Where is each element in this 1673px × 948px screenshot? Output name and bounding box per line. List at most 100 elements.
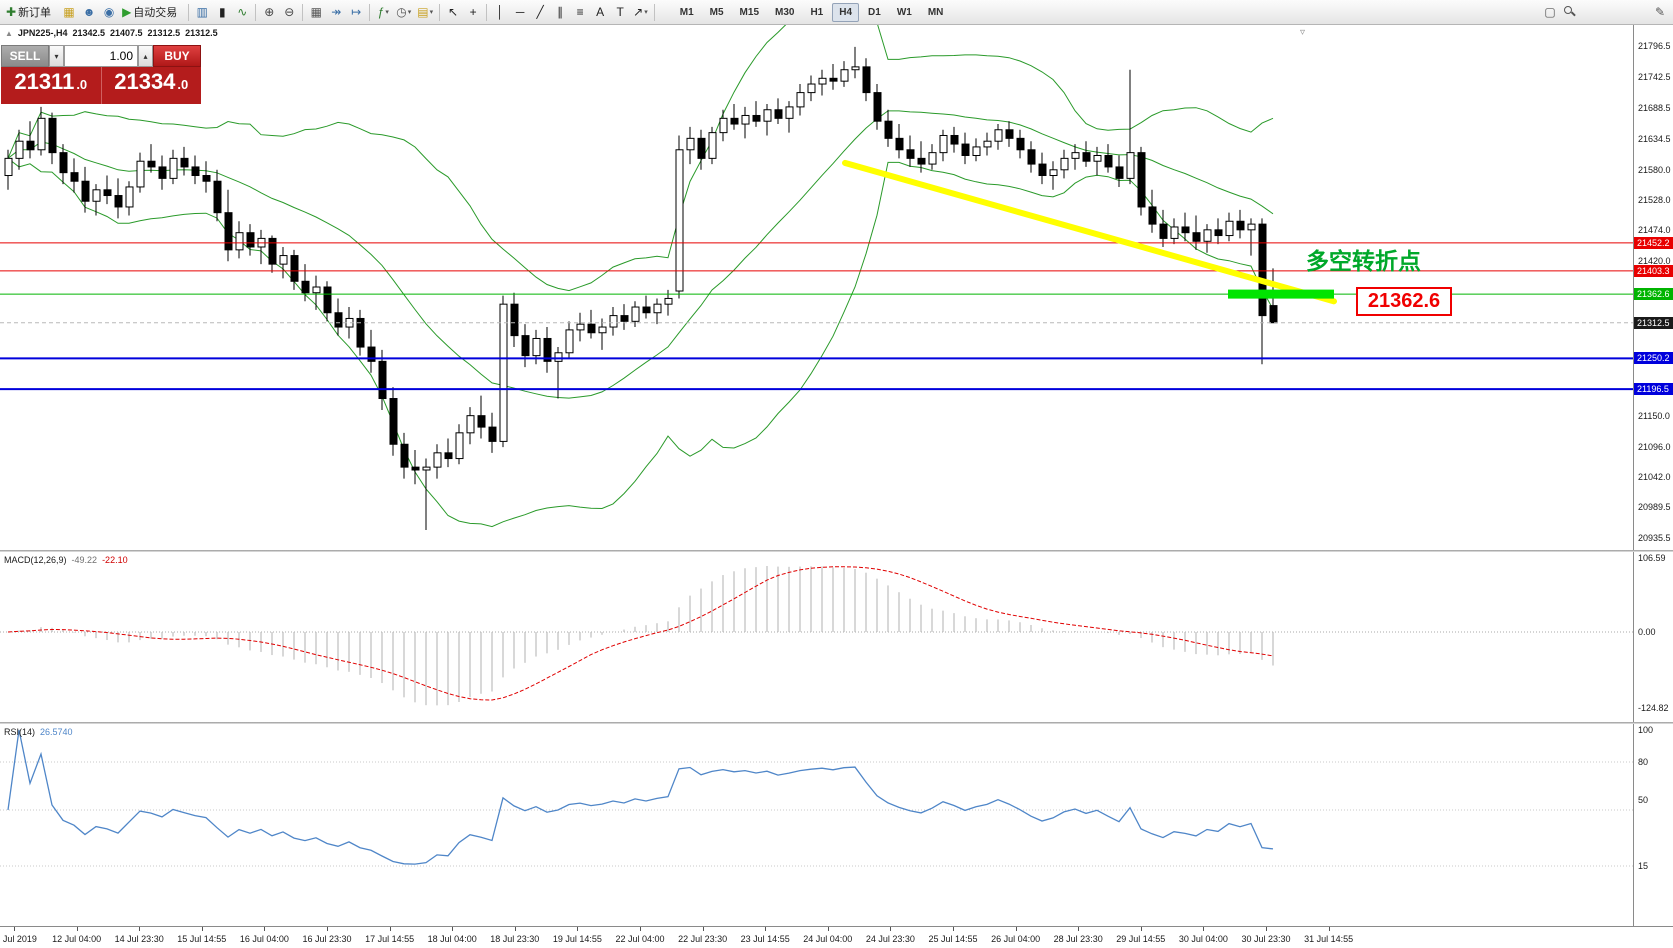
candle-body [1269, 305, 1278, 324]
timeframe-m1-button[interactable]: M1 [679, 6, 694, 18]
candle-body [1104, 154, 1113, 168]
candle-body [70, 172, 79, 182]
candle-body [59, 152, 68, 174]
time-axis[interactable]: 11 Jul 2019 12 Jul 04:00 14 Jul 23:30 15 Ju… [0, 926, 1673, 948]
zoom-in-button[interactable]: ⊕ [259, 2, 279, 22]
candle-body [1126, 152, 1135, 179]
new-window-button[interactable]: ▢ [1540, 2, 1560, 22]
yellow-trendline [842, 159, 1337, 305]
indicators-button[interactable]: ƒ ▾ [373, 2, 393, 22]
candle-body [422, 466, 431, 471]
rsi-indicator-svg[interactable] [0, 724, 1633, 926]
candle-body [631, 306, 640, 322]
timeframe-d1-button[interactable]: D1 [868, 6, 881, 18]
chart-window[interactable]: ▲ JPN225-,H4 21342.5 21407.5 21312.5 213… [0, 25, 1673, 948]
templates-button[interactable]: ▤ ▾ [414, 2, 436, 22]
sell-button[interactable]: SELL [1, 45, 49, 67]
price-tick-label: 21580.0 [1638, 164, 1671, 175]
timeframe-m15-button[interactable]: M15 [739, 6, 759, 18]
candlestick-button[interactable]: ▮ [212, 2, 232, 22]
time-axis-tick [201, 927, 203, 931]
candle-body [81, 180, 90, 202]
horizontal-line-tool-button[interactable]: ─ [510, 2, 530, 22]
price-callout-box: 21362.6 [1356, 287, 1452, 316]
bollinger-lower-band [7, 158, 1274, 528]
text-tool-button[interactable]: A [590, 2, 610, 22]
tile-windows-button[interactable]: ▦ [306, 2, 326, 22]
time-axis-label: 17 Jul 14:55 [365, 934, 415, 944]
chart-symbol-period: JPN225-,H4 [17, 28, 68, 38]
timeframe-mn-button[interactable]: MN [927, 6, 944, 18]
timeframe-h4-button[interactable]: H4 [832, 2, 860, 22]
candle-body [774, 109, 783, 119]
candle-body [1005, 129, 1014, 139]
chevron-down-icon: ▾ [407, 9, 412, 16]
line-chart-button[interactable]: ∿ [232, 2, 252, 22]
chart-ohlc-header: ▲ JPN225-,H4 21342.5 21407.5 21312.5 213… [5, 28, 218, 38]
bar-chart-button[interactable]: ▥ [192, 2, 212, 22]
volume-input[interactable] [64, 45, 138, 67]
rsi-pane-divider[interactable] [0, 722, 1673, 724]
autotrading-button[interactable]: ▶ 自动交易 [119, 2, 185, 22]
rsi-axis-label: 50 [1638, 795, 1649, 805]
crosshair-tool-button[interactable]: + [463, 2, 483, 22]
candle-body [1027, 149, 1036, 165]
trendline-tool-icon: ╱ [536, 5, 544, 19]
macd-pane-divider[interactable] [0, 550, 1673, 552]
candle-body [598, 326, 607, 334]
rsi-axis-label: 100 [1638, 725, 1654, 735]
volume-increase-button[interactable]: ▴ [138, 45, 153, 67]
time-axis-tick [1078, 927, 1080, 931]
sell-price-button[interactable]: 21311 .0 [1, 67, 101, 104]
macd-signal-value: -22.10 [102, 555, 128, 565]
fibonacci-tool-icon: ≡ [576, 5, 584, 19]
arrows-tool-button[interactable]: ↗ ▾ [630, 2, 651, 22]
buy-price-button[interactable]: 21334 .0 [100, 67, 201, 104]
new-order-button[interactable]: ✚ 新订单 [3, 2, 59, 22]
buy-button[interactable]: BUY [153, 45, 201, 67]
price-tick-label: 21042.0 [1638, 472, 1671, 483]
time-axis-tick [14, 927, 15, 931]
time-axis-label: 16 Jul 23:30 [302, 934, 352, 944]
search-button[interactable] [1560, 2, 1580, 22]
candle-body [708, 132, 717, 159]
rsi-label: RSI(14) 26.5740 [4, 727, 73, 737]
time-axis-tick [702, 927, 704, 931]
vertical-line-tool-button[interactable]: │ [490, 2, 510, 22]
chart-shift-button[interactable]: ↦ [346, 2, 366, 22]
timeframe-w1-button[interactable]: W1 [896, 6, 912, 18]
timeframe-m5-button[interactable]: M5 [709, 6, 724, 18]
periods-button[interactable]: ◷ ▾ [393, 2, 414, 22]
timeframe-m30-button[interactable]: M30 [775, 6, 795, 18]
auto-scroll-button[interactable]: ↠ [326, 2, 346, 22]
candle-body [114, 195, 123, 208]
candle-body [928, 152, 937, 165]
trendline-tool-button[interactable]: ╱ [530, 2, 550, 22]
candle-body [697, 137, 706, 159]
fibonacci-tool-button[interactable]: ≡ [570, 2, 590, 22]
macd-indicator-svg[interactable] [0, 552, 1633, 722]
charts-list-button[interactable]: ▦ [59, 2, 79, 22]
label-tool-button[interactable]: T [610, 2, 630, 22]
toolbar-separator [653, 3, 655, 21]
channel-tool-button[interactable]: ∥ [550, 2, 570, 22]
cursor-tool-button[interactable]: ↖ [443, 2, 463, 22]
data-window-button[interactable]: ◉ [99, 2, 119, 22]
zoom-out-button[interactable]: ⊖ [279, 2, 299, 22]
volume-decrease-button[interactable]: ▾ [49, 45, 64, 67]
pencil-button[interactable]: ✎ [1650, 2, 1670, 22]
price-chart-svg[interactable] [0, 25, 1633, 550]
chart-scroll-marker-icon[interactable]: ▿ [1300, 27, 1306, 38]
one-click-trading-panel: SELL ▾ ▴ BUY 21311 .0 21334 .0 [1, 45, 201, 104]
candle-body [862, 66, 871, 94]
profiles-button[interactable]: ☻ [79, 2, 99, 22]
chart-window-icon: ▲ [5, 28, 13, 38]
price-tick-label: 21634.5 [1638, 133, 1671, 144]
timeframe-h1-button[interactable]: H1 [810, 6, 824, 18]
candle-body [103, 189, 112, 197]
candle-body [499, 303, 508, 442]
candle-body [620, 315, 629, 322]
bollinger-middle-band [7, 110, 1274, 399]
candle-body [1093, 154, 1102, 162]
pencil-icon: ✎ [1654, 5, 1666, 19]
